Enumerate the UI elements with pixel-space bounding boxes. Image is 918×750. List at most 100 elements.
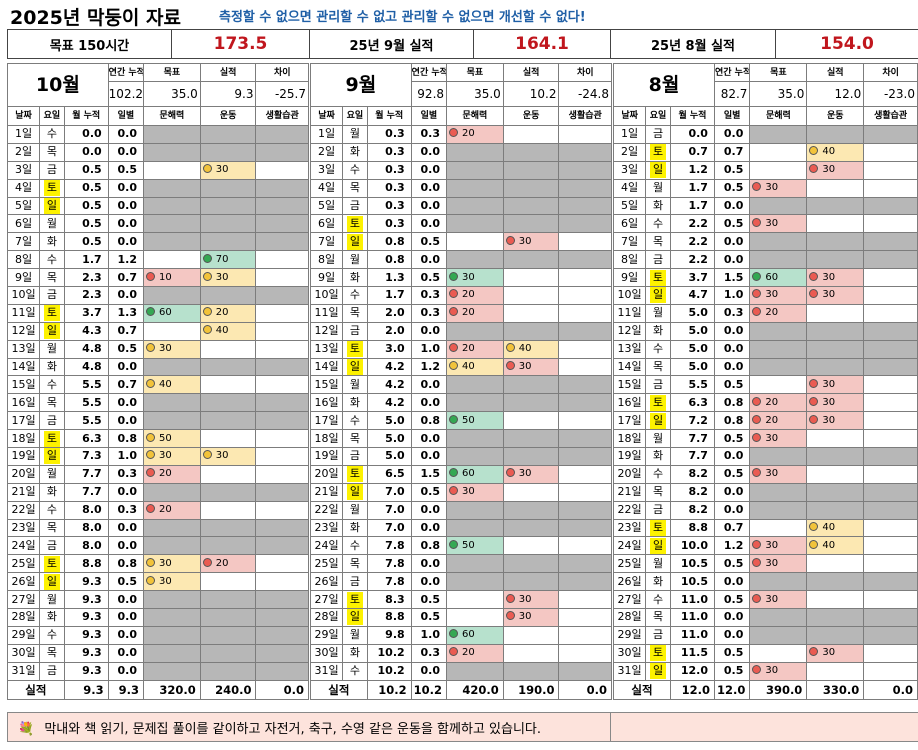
daily-cell: 0.5 <box>713 429 751 449</box>
month-cumulative-cell: 5.0 <box>366 411 412 431</box>
activity-cell: 20 <box>143 464 201 484</box>
activity-cell <box>502 196 560 216</box>
daily-cell: 0.5 <box>410 268 448 288</box>
habit-cell <box>558 250 612 270</box>
status-dot-icon <box>146 468 156 478</box>
weekday-cell: 월 <box>645 178 671 198</box>
activity-cell <box>199 375 257 395</box>
weekday-label: 월 <box>349 252 360 266</box>
daily-cell: 0.3 <box>107 464 145 484</box>
activity-cell: 30 <box>806 375 865 395</box>
activity-minutes: 30 <box>822 378 836 390</box>
weekday-cell: 목 <box>342 178 368 198</box>
table-row: 14일 목 5.0 0.0 <box>612 357 918 377</box>
habit-cell <box>558 429 612 449</box>
daily-cell: 0.5 <box>713 464 751 484</box>
weekday-label: 수 <box>653 592 664 606</box>
month-cumulative-cell: 5.0 <box>669 339 715 359</box>
daily-cell: 0.5 <box>713 178 751 198</box>
month-cumulative-cell: 8.0 <box>63 500 109 520</box>
habit-cell <box>255 393 309 413</box>
weekday-cell: 월 <box>645 429 671 449</box>
total-value: 320.0 <box>143 679 201 700</box>
weekday-label: 화 <box>46 610 57 624</box>
table-row: 7일 일 0.8 0.5 30 <box>309 232 612 252</box>
weekday-cell: 목 <box>39 268 65 288</box>
activity-minutes: 30 <box>518 593 532 605</box>
date-cell: 13일 <box>612 339 647 359</box>
activity-cell <box>806 482 865 502</box>
month-cumulative-cell: 0.5 <box>63 232 109 252</box>
date-cell: 24일 <box>309 536 344 556</box>
activity-cell <box>806 500 865 520</box>
weekday-cell: 토 <box>39 554 65 574</box>
date-cell: 17일 <box>309 411 344 431</box>
activity-cell <box>749 500 808 520</box>
month-cumulative-cell: 2.3 <box>63 286 109 305</box>
daily-cell: 0.0 <box>107 178 145 198</box>
date-cell: 5일 <box>612 196 647 216</box>
total-value: 10.2 <box>410 679 448 700</box>
activity-minutes: 30 <box>215 450 229 462</box>
month-cumulative-cell: 2.0 <box>366 303 412 323</box>
habit-cell <box>558 268 612 288</box>
daily-cell: 0.0 <box>107 196 145 216</box>
month-cumulative-cell: 0.7 <box>669 142 715 162</box>
status-dot-icon <box>146 575 156 585</box>
table-row: 17일 일 7.2 0.8 20 30 <box>612 411 918 431</box>
column-header: 일별 <box>713 106 751 126</box>
summary-goal-value: 173.5 <box>171 29 310 59</box>
date-cell: 16일 <box>612 393 647 413</box>
daily-cell: 0.0 <box>410 142 448 162</box>
activity-cell <box>446 500 504 520</box>
weekday-label: 수 <box>653 216 664 230</box>
table-row: 18일 토 6.3 0.8 50 <box>6 429 309 449</box>
weekday-label: 목 <box>349 431 360 445</box>
date-cell: 14일 <box>6 357 41 377</box>
activity-cell <box>806 250 865 270</box>
weekday-label: 화 <box>349 521 360 535</box>
month-cumulative-cell: 0.5 <box>63 214 109 234</box>
status-dot-icon <box>449 343 459 353</box>
daily-cell: 0.0 <box>107 125 145 144</box>
activity-cell <box>502 303 560 323</box>
weekday-label: 금 <box>46 538 57 552</box>
weekday-cell: 화 <box>342 142 368 162</box>
table-row: 20일 월 7.7 0.3 20 <box>6 464 309 484</box>
month-cumulative-cell: 9.8 <box>366 625 412 645</box>
weekday-cell: 토 <box>645 142 671 162</box>
column-header: 요일 <box>342 106 368 126</box>
activity-cell: 20 <box>749 393 808 413</box>
activity-cell <box>806 321 865 341</box>
date-cell: 11일 <box>612 303 647 323</box>
weekday-label: 화 <box>349 395 360 409</box>
weekday-cell: 월 <box>342 625 368 645</box>
date-cell: 16일 <box>309 393 344 413</box>
table-row: 4일 월 1.7 0.5 30 <box>612 178 918 198</box>
daily-cell: 0.7 <box>107 321 145 341</box>
daily-cell: 0.0 <box>107 518 145 538</box>
date-cell: 25일 <box>6 554 41 574</box>
month-cumulative-cell: 5.0 <box>669 303 715 323</box>
activity-cell <box>502 554 560 574</box>
activity-cell <box>199 339 257 359</box>
status-dot-icon <box>505 611 515 621</box>
diff-label: 차이 <box>863 63 918 82</box>
activity-cell <box>446 250 504 270</box>
weekday-cell: 목 <box>342 554 368 574</box>
month-cumulative-cell: 3.0 <box>366 339 412 359</box>
daily-cell: 0.0 <box>410 214 448 234</box>
month-cumulative-cell: 8.0 <box>63 536 109 556</box>
activity-cell <box>749 196 808 216</box>
bouquet-icon: 💐 <box>18 721 35 737</box>
activity-cell: 30 <box>806 411 865 431</box>
status-dot-icon <box>752 217 762 227</box>
status-dot-icon <box>809 647 819 657</box>
activity-cell: 40 <box>199 321 257 341</box>
month-cumulative-cell: 0.0 <box>669 125 715 144</box>
habit-cell <box>558 554 612 574</box>
annual-label: 연간 누적 <box>713 63 751 82</box>
habit-cell <box>255 554 309 574</box>
activity-minutes: 30 <box>765 539 779 551</box>
daily-cell: 0.0 <box>713 232 751 252</box>
